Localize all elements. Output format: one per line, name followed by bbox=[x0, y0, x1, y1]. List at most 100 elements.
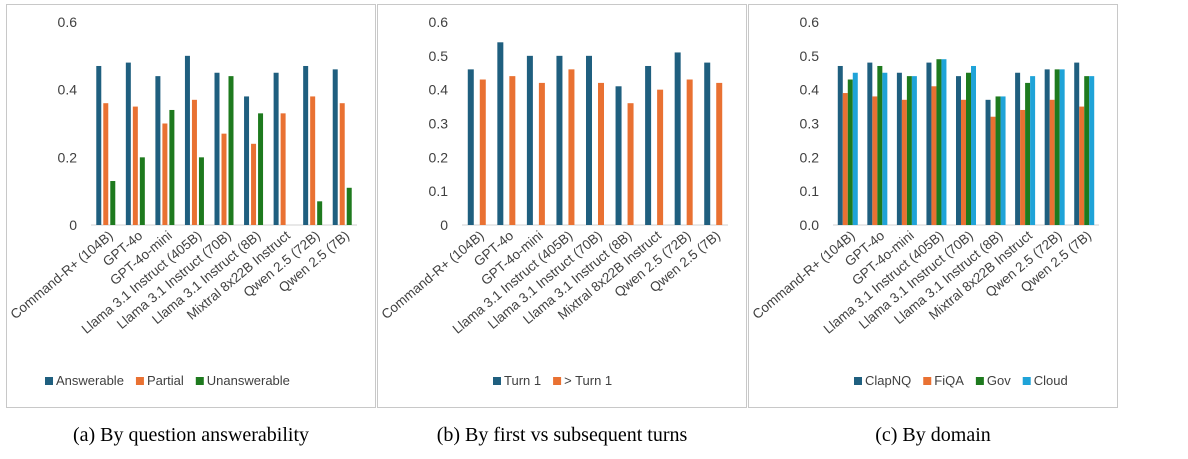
bar--turn-1 bbox=[716, 82, 723, 226]
bar-partial bbox=[132, 106, 138, 225]
chart-panel-domain: 0.0 0.1 0.2 0.3 0.4 0.5 0.6 Command-R+ (104B) GP… bbox=[748, 4, 1118, 408]
y-tick-label: 0.4 bbox=[58, 82, 78, 98]
bar-clapnq bbox=[867, 62, 873, 225]
legend-swatch bbox=[923, 377, 932, 385]
y-tick-label: 0.6 bbox=[800, 14, 820, 30]
y-tick-label: 0 bbox=[440, 217, 448, 233]
bar-turn-1 bbox=[497, 42, 504, 225]
y-tick-label: 0.2 bbox=[800, 149, 820, 165]
bar-clapnq bbox=[1015, 72, 1021, 225]
legend-swatch bbox=[135, 377, 144, 385]
bar-answerable bbox=[303, 65, 309, 225]
y-tick-label: 0.1 bbox=[429, 183, 449, 199]
bar-unanswerable bbox=[169, 109, 175, 225]
y-tick-label: 0.3 bbox=[800, 116, 820, 132]
caption-answerability: (a) By question answerability bbox=[72, 424, 310, 446]
y-tick-label: 0.2 bbox=[58, 149, 78, 165]
bar-fiqa bbox=[931, 86, 937, 226]
legend-label: Turn 1 bbox=[504, 373, 541, 388]
bar-answerable bbox=[155, 76, 161, 225]
y-tick-label: 0.6 bbox=[58, 14, 78, 30]
legend-swatch bbox=[1022, 377, 1031, 385]
legend-label: Cloud bbox=[1034, 373, 1068, 388]
bar-fiqa bbox=[1079, 106, 1085, 225]
bar-answerable bbox=[214, 72, 220, 225]
bar-unanswerable bbox=[110, 181, 116, 225]
bar-unanswerable bbox=[317, 201, 323, 225]
bar-cloud bbox=[1030, 76, 1036, 225]
bar-clapnq bbox=[1074, 62, 1080, 225]
bar-clapnq bbox=[1044, 69, 1050, 225]
bar-gov bbox=[966, 72, 971, 225]
y-tick-label: 0.5 bbox=[429, 48, 449, 64]
bar--turn-1 bbox=[598, 82, 604, 226]
bar-answerable bbox=[332, 69, 338, 225]
y-tick-label: 0.6 bbox=[429, 14, 449, 30]
legend-label: Gov bbox=[987, 373, 1011, 388]
bar-turn-1 bbox=[645, 65, 652, 225]
caption-domain: (c) By domain bbox=[875, 424, 991, 446]
legend-swatch bbox=[854, 377, 862, 385]
bar--turn-1 bbox=[568, 69, 575, 225]
y-tick-label: 0.3 bbox=[429, 116, 449, 132]
bar-gov bbox=[1054, 69, 1060, 225]
bar-fiqa bbox=[961, 99, 966, 225]
bar-partial bbox=[339, 103, 345, 225]
bar-fiqa bbox=[901, 99, 907, 225]
bar-cloud bbox=[882, 72, 888, 225]
bar-unanswerable bbox=[198, 157, 204, 225]
bar-unanswerable bbox=[346, 187, 352, 225]
bar-clapnq bbox=[926, 62, 932, 225]
bar-fiqa bbox=[872, 96, 878, 225]
bar-turn-1 bbox=[526, 55, 533, 226]
bar-partial bbox=[191, 99, 197, 225]
bar-partial bbox=[103, 103, 109, 225]
bar-gov bbox=[1025, 82, 1031, 226]
bar-clapnq bbox=[985, 99, 991, 225]
bar-unanswerable bbox=[228, 76, 234, 225]
bar-unanswerable bbox=[139, 157, 145, 225]
bar-answerable bbox=[244, 96, 250, 225]
bar-fiqa bbox=[1049, 99, 1055, 225]
y-tick-label: 0.5 bbox=[800, 48, 820, 64]
legend-label: Partial bbox=[147, 373, 184, 388]
legend-label: ClapNQ bbox=[865, 373, 911, 388]
bar-partial bbox=[162, 123, 168, 225]
legend-label: FiQA bbox=[934, 373, 964, 388]
legend-swatch bbox=[45, 377, 53, 385]
bar-gov bbox=[995, 96, 1001, 225]
y-tick-label: 0.4 bbox=[429, 82, 449, 98]
bar-cloud bbox=[852, 72, 858, 225]
bar-turn-1 bbox=[556, 55, 563, 226]
bar-partial bbox=[251, 143, 257, 225]
legend-label: Unanswerable bbox=[207, 373, 290, 388]
bar-partial bbox=[221, 133, 227, 225]
bar-cloud bbox=[941, 59, 947, 225]
y-tick-label: 0 bbox=[69, 217, 77, 233]
bar-unanswerable bbox=[258, 113, 264, 225]
y-tick-label: 0.4 bbox=[800, 82, 820, 98]
legend-label: > Turn 1 bbox=[564, 373, 612, 388]
bar-fiqa bbox=[1020, 109, 1026, 225]
bar--turn-1 bbox=[657, 89, 664, 226]
bar-gov bbox=[936, 59, 942, 225]
bar--turn-1 bbox=[479, 79, 486, 226]
bar-gov bbox=[1084, 76, 1090, 225]
bar-turn-1 bbox=[467, 69, 474, 225]
chart-panel-answerability: 0 0.2 0.4 0.6 Command-R+ (104B) GPT-4o GPT-4o-… bbox=[6, 4, 376, 408]
bar-cloud bbox=[1059, 69, 1065, 225]
bar--turn-1 bbox=[538, 82, 545, 226]
bar-partial bbox=[280, 113, 286, 225]
bar-fiqa bbox=[842, 93, 848, 225]
bar-answerable bbox=[96, 65, 102, 225]
bar-cloud bbox=[971, 65, 976, 225]
legend-label: Answerable bbox=[56, 373, 124, 388]
bar-cloud bbox=[911, 76, 917, 225]
bar-turn-1 bbox=[586, 55, 592, 226]
bar-turn-1 bbox=[704, 62, 711, 225]
bar-clapnq bbox=[896, 72, 902, 225]
bar--turn-1 bbox=[686, 79, 693, 226]
bar-gov bbox=[847, 79, 853, 226]
bar-partial bbox=[310, 96, 316, 225]
